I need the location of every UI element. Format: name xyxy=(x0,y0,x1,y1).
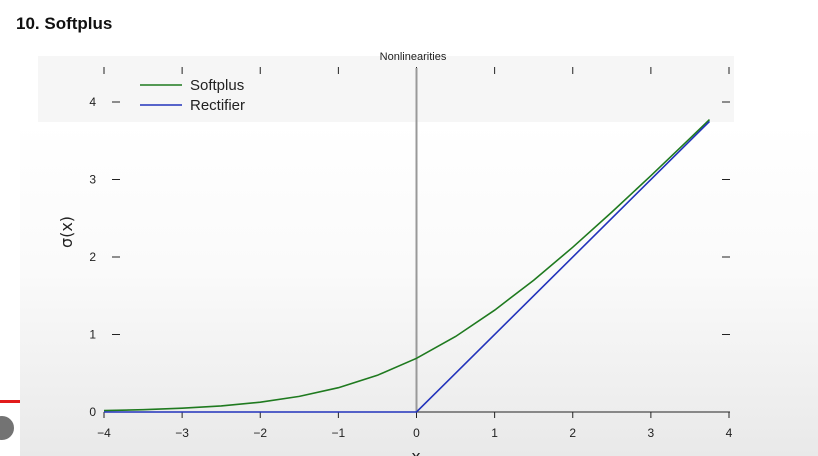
x-tick-label: 3 xyxy=(648,426,655,440)
legend-label-rectifier: Rectifier xyxy=(190,97,245,114)
x-tick-label: 2 xyxy=(569,426,576,440)
plot-top-strip xyxy=(38,56,734,122)
y-axis-label: σ(x) xyxy=(57,216,76,248)
page-title: 10. Softplus xyxy=(16,14,113,33)
x-tick-label: −4 xyxy=(97,426,111,440)
y-tick-label: 2 xyxy=(89,250,96,264)
axes-layer: −4 −3 −2 −1 0 1 2 3 4 0 1 2 3 4 xyxy=(89,67,733,440)
series-line-rectifier xyxy=(104,120,711,413)
video-progress-bar[interactable] xyxy=(0,400,20,403)
x-tick-label: −3 xyxy=(175,426,189,440)
x-tick-label: −1 xyxy=(332,426,346,440)
plot-background xyxy=(20,122,818,456)
legend: Softplus Rectifier xyxy=(140,77,245,114)
x-axis-label: x xyxy=(411,447,420,456)
series-layer xyxy=(103,119,711,413)
y-tick-label: 1 xyxy=(89,328,96,342)
x-tick-label: −2 xyxy=(253,426,267,440)
y-tick-label: 3 xyxy=(89,173,96,187)
series-line-softplus xyxy=(103,119,711,412)
x-tick-label: 1 xyxy=(491,426,498,440)
legend-label-softplus: Softplus xyxy=(190,77,244,94)
x-tick-label: 4 xyxy=(726,426,733,440)
y-tick-label: 0 xyxy=(89,405,96,419)
x-tick-label: 0 xyxy=(413,426,420,440)
chart-title: Nonlinearities xyxy=(380,51,447,63)
y-tick-label: 4 xyxy=(89,95,96,109)
